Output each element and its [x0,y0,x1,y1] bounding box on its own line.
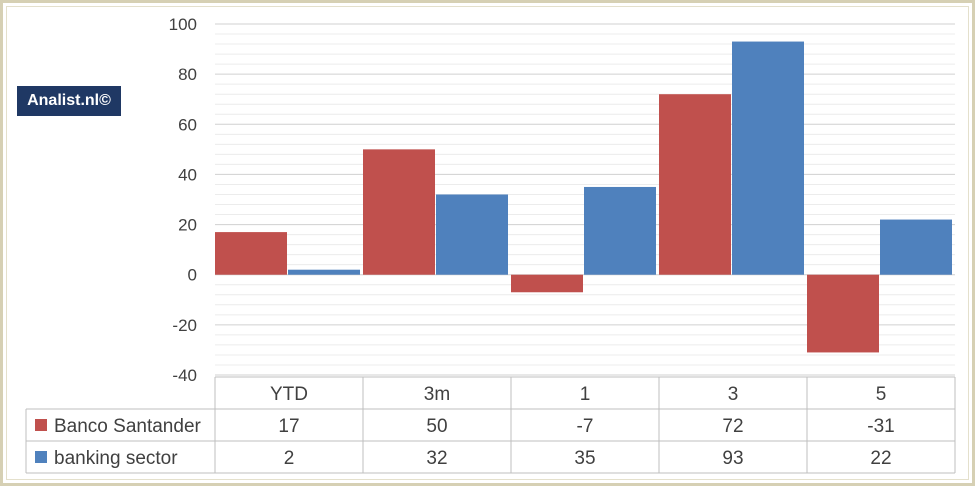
category-label: 3m [424,384,450,405]
y-tick-label: 100 [169,15,197,34]
y-tick-label: 40 [178,165,197,184]
series-name: Banco Santander [54,416,202,437]
bar-banco-santander [215,232,287,275]
y-tick-label: -20 [172,316,197,335]
y-tick-label: -40 [172,366,197,385]
bar-banking-sector [288,269,360,275]
legend-key [35,419,47,431]
data-value: -31 [867,416,894,437]
bar-banco-santander [807,274,879,353]
data-value: 35 [574,448,595,469]
legend-key [35,451,47,463]
series-name: banking sector [54,448,178,469]
bar-banco-santander [659,94,731,275]
category-label: 3 [728,384,739,405]
data-value: 22 [870,448,891,469]
bar-banking-sector [732,41,804,275]
y-tick-label: 0 [188,266,197,285]
data-value: 17 [278,416,299,437]
bar-banco-santander [511,274,583,293]
data-value: 50 [426,416,447,437]
bar-banking-sector [436,194,508,275]
data-value: 2 [284,448,295,469]
data-value: 32 [426,448,447,469]
data-value: 72 [722,416,743,437]
data-value: 93 [722,448,743,469]
y-tick-label: 20 [178,216,197,235]
y-tick-label: 60 [178,115,197,134]
category-label: 1 [580,384,591,405]
data-value: -7 [577,416,594,437]
bar-banco-santander [363,149,435,275]
chart-inner-border [6,6,969,480]
bar-banking-sector [880,219,952,275]
category-label: YTD [270,384,308,405]
watermark-badge: Analist.nl© [17,86,121,116]
category-label: 5 [876,384,887,405]
y-tick-label: 80 [178,65,197,84]
bar-banking-sector [584,186,656,275]
